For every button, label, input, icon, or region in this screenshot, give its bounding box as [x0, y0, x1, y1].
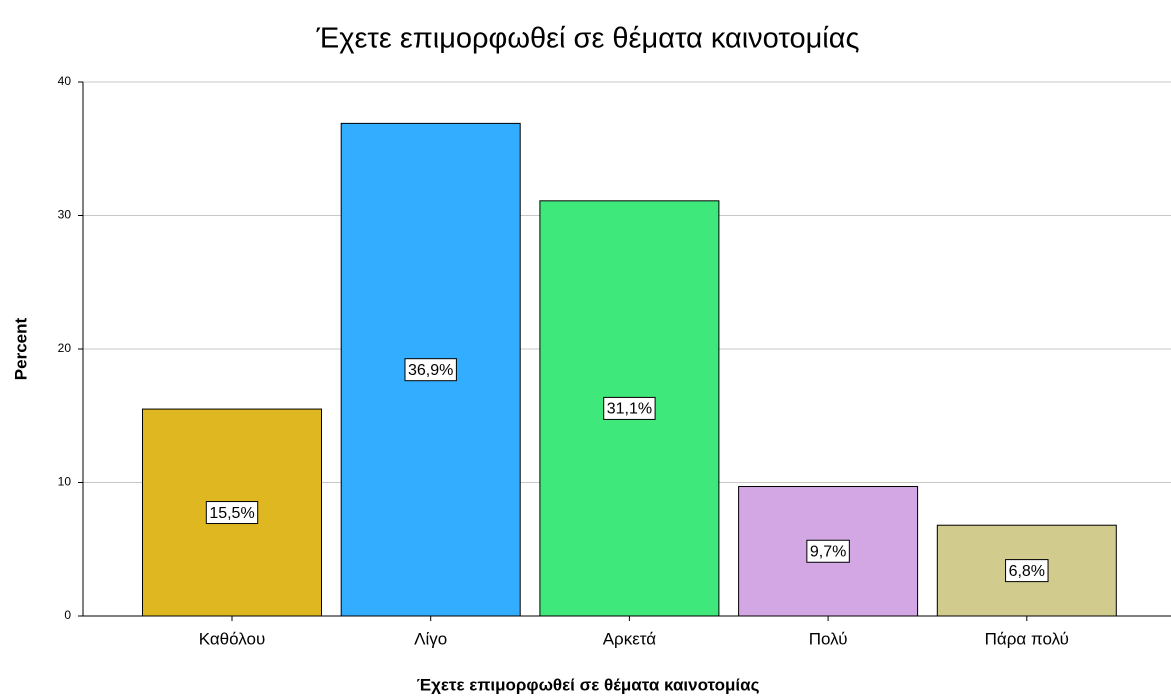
- data-label: 15,5%: [209, 505, 254, 522]
- data-label-box: [1005, 559, 1049, 583]
- chart-title: Έχετε επιμορφωθεί σε θέματα καινοτομίας: [316, 23, 860, 55]
- x-tick-label: Λίγο: [414, 629, 447, 648]
- y-tick-label: 10: [58, 475, 72, 489]
- x-tick-label: Αρκετά: [603, 629, 657, 648]
- data-label-box: [205, 501, 259, 525]
- data-label: 31,1%: [607, 401, 652, 418]
- y-tick-label: 0: [64, 608, 71, 622]
- y-tick-label: 20: [58, 341, 72, 355]
- x-tick-label: Πάρα πολύ: [985, 629, 1069, 648]
- y-axis-label: Percent: [11, 317, 30, 380]
- x-tick-label: Πολύ: [809, 629, 848, 648]
- x-axis-label: Έχετε επιμορφωθεί σε θέματα καινοτομίας: [417, 675, 760, 694]
- data-label: 9,7%: [810, 543, 846, 560]
- data-label: 6,8%: [1009, 563, 1045, 580]
- x-tick-label: Καθόλου: [199, 629, 266, 648]
- data-label: 36,9%: [408, 362, 453, 379]
- y-tick-label: 30: [58, 208, 72, 222]
- data-label-box: [603, 396, 656, 420]
- y-tick-label: 40: [58, 74, 72, 88]
- data-label-box: [404, 358, 457, 382]
- data-label-box: [806, 539, 850, 563]
